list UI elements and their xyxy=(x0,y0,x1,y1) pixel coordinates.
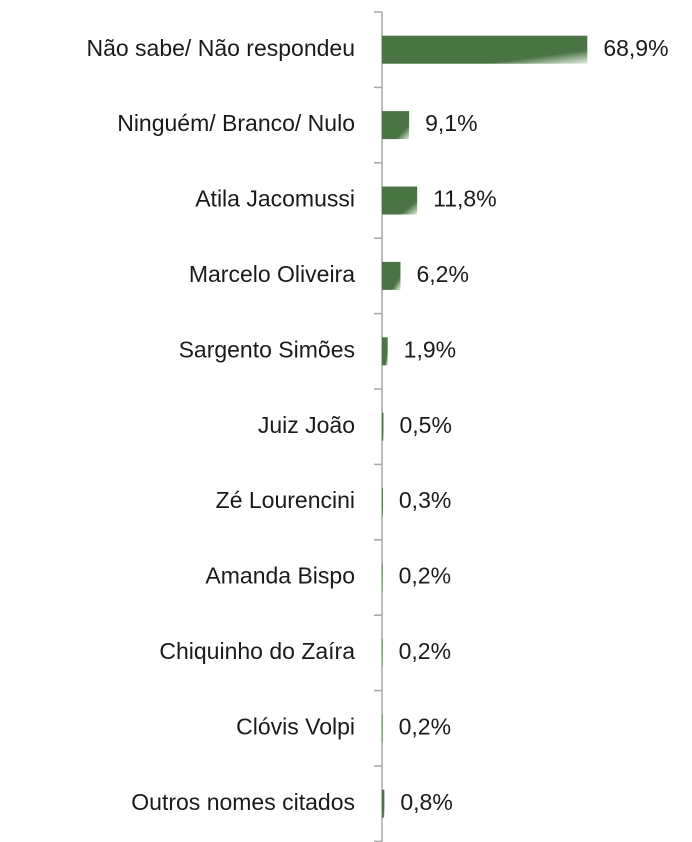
y-tick-label: Zé Lourencini xyxy=(216,487,355,513)
bar xyxy=(382,35,588,64)
bar xyxy=(382,261,401,290)
data-label: 0,3% xyxy=(399,487,451,513)
data-label: 6,2% xyxy=(416,261,468,287)
bar xyxy=(382,638,383,667)
y-tick-label: Chiquinho do Zaíra xyxy=(159,638,355,664)
bar xyxy=(382,412,384,441)
bar xyxy=(382,111,410,140)
y-tick-label: Amanda Bispo xyxy=(205,563,355,589)
y-tick-label: Outros nomes citados xyxy=(131,789,355,815)
y-tick-label: Juiz João xyxy=(258,412,355,438)
data-label: 9,1% xyxy=(425,110,477,136)
data-label: 1,9% xyxy=(404,336,456,362)
data-label: 11,8% xyxy=(433,186,497,212)
data-label: 0,2% xyxy=(399,638,451,664)
bar xyxy=(382,714,383,743)
data-label: 68,9% xyxy=(603,35,668,61)
bar xyxy=(382,186,418,215)
y-tick-label: Marcelo Oliveira xyxy=(189,261,355,287)
bar xyxy=(382,488,383,517)
y-tick-label: Atila Jacomussi xyxy=(195,186,355,212)
y-tick-label: Ninguém/ Branco/ Nulo xyxy=(117,110,355,136)
y-tick-label: Sargento Simões xyxy=(179,336,355,362)
bar xyxy=(382,563,383,592)
bar xyxy=(382,789,385,818)
data-label: 0,2% xyxy=(399,563,451,589)
y-tick-label: Não sabe/ Não respondeu xyxy=(86,35,355,61)
y-tick-label: Clóvis Volpi xyxy=(236,713,355,739)
bar xyxy=(382,337,388,366)
data-label: 0,5% xyxy=(399,412,451,438)
data-label: 0,8% xyxy=(400,789,452,815)
data-label: 0,2% xyxy=(399,713,451,739)
